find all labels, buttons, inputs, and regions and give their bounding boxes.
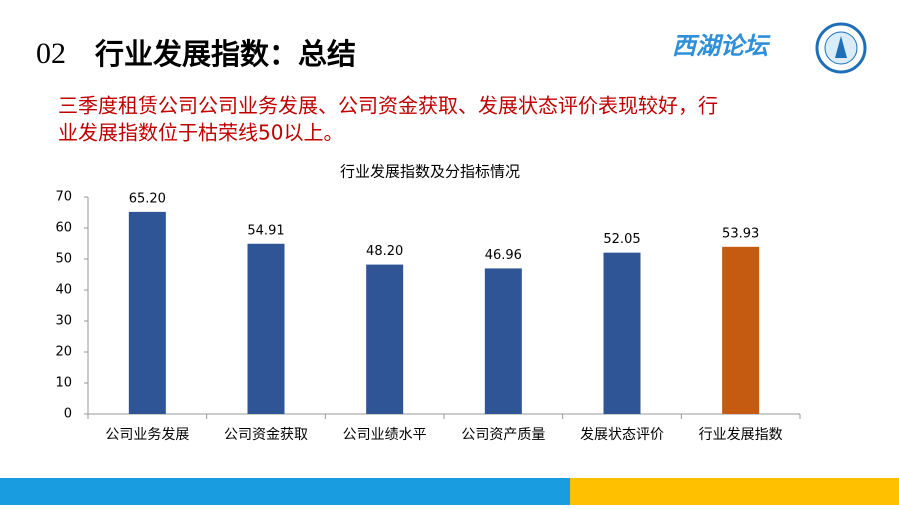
- x-tick-label: 公司资金获取: [224, 427, 308, 443]
- bar: [366, 264, 404, 414]
- y-tick-label: 30: [55, 314, 72, 329]
- bar: [128, 211, 166, 414]
- data-label: 52.05: [603, 232, 640, 247]
- data-label: 48.20: [366, 244, 403, 259]
- footer-band-yellow: [570, 478, 899, 505]
- y-tick-label: 50: [55, 252, 72, 267]
- x-tick-label: 行业发展指数: [699, 427, 783, 443]
- bar: [247, 243, 285, 414]
- x-tick-label: 公司业务发展: [105, 427, 189, 443]
- x-tick-label: 发展状态评价: [580, 427, 664, 443]
- x-tick-label: 公司资产质量: [461, 427, 545, 443]
- y-tick-label: 20: [55, 345, 72, 360]
- section-number: 02: [36, 37, 66, 70]
- logo-tower: [835, 36, 847, 58]
- body-text: 业发展指数位于枯荣线50以上。: [58, 121, 343, 145]
- x-tick-label: 公司业绩水平: [343, 427, 427, 443]
- logo: [815, 22, 867, 74]
- data-label: 65.20: [129, 191, 166, 206]
- footer-band-blue: [0, 478, 570, 505]
- slide-title: 行业发展指数：总结: [94, 37, 356, 71]
- y-tick-label: 10: [55, 376, 72, 391]
- data-label: 53.93: [722, 226, 759, 241]
- y-tick-label: 70: [55, 190, 72, 205]
- bar: [603, 252, 641, 414]
- data-label: 46.96: [485, 248, 522, 263]
- bar: [722, 246, 760, 414]
- y-tick-label: 0: [64, 407, 72, 422]
- chart-title: 行业发展指数及分指标情况: [340, 163, 520, 181]
- y-tick-label: 60: [55, 221, 72, 236]
- y-tick-label: 40: [55, 283, 72, 298]
- body-text: 三季度租赁公司公司业务发展、公司资金获取、发展状态评价表现较好，行: [58, 94, 718, 118]
- data-label: 54.91: [247, 223, 284, 238]
- logo-text: 西湖论坛: [672, 32, 771, 60]
- bar: [484, 268, 522, 414]
